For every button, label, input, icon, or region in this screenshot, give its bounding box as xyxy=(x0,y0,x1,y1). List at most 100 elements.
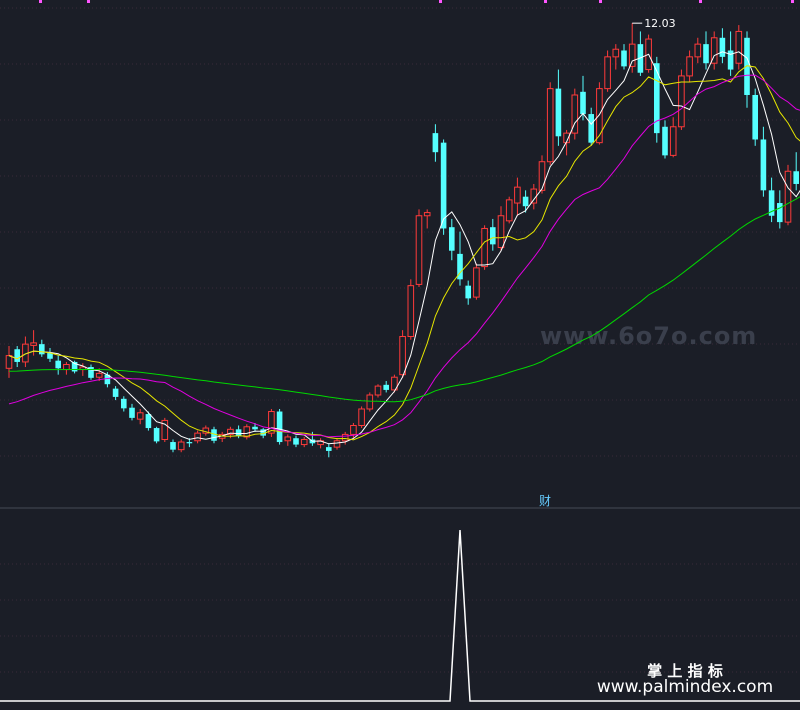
candle xyxy=(383,381,389,393)
candle xyxy=(300,436,308,448)
candle xyxy=(744,31,750,108)
candle-body xyxy=(260,429,266,436)
candle-body xyxy=(628,43,636,67)
candle xyxy=(358,406,365,429)
candle-body xyxy=(268,411,275,434)
candle xyxy=(252,422,258,432)
candle-body xyxy=(490,227,496,245)
candle xyxy=(514,177,521,216)
candle xyxy=(645,34,652,73)
candle xyxy=(55,355,61,375)
candle-body xyxy=(350,425,357,435)
candle xyxy=(588,107,594,146)
candle-body xyxy=(170,442,176,450)
candle xyxy=(686,50,693,83)
candle-body xyxy=(678,75,685,128)
top-marker xyxy=(39,0,42,3)
candle xyxy=(637,31,644,76)
candle-body xyxy=(194,432,201,442)
candle-body xyxy=(161,419,169,440)
candle xyxy=(136,408,144,425)
candle xyxy=(268,408,275,437)
candle xyxy=(669,117,677,158)
candle-body xyxy=(588,114,594,143)
candle xyxy=(538,155,546,194)
candle xyxy=(612,44,620,70)
candle-body xyxy=(432,133,439,153)
candle-body xyxy=(284,436,292,442)
candle xyxy=(727,31,734,76)
candle xyxy=(399,330,406,378)
top-marker xyxy=(791,0,794,3)
candle xyxy=(481,225,488,270)
candle xyxy=(546,82,554,165)
candle xyxy=(719,28,726,64)
candle xyxy=(153,426,160,444)
candle-body xyxy=(276,411,283,443)
candle-body xyxy=(399,336,406,376)
candle xyxy=(654,56,660,143)
candle-body xyxy=(293,438,299,445)
ma60-line xyxy=(8,196,800,403)
candle-body xyxy=(145,414,152,429)
candle xyxy=(555,69,562,146)
candle-body xyxy=(104,374,111,385)
candle xyxy=(194,430,201,444)
candle xyxy=(317,438,324,449)
candle-body xyxy=(211,429,217,441)
candle xyxy=(604,50,611,92)
candle-body xyxy=(505,199,513,222)
candle-body xyxy=(136,412,144,420)
candle-body xyxy=(30,342,37,346)
candle-body xyxy=(186,442,193,444)
candle xyxy=(112,386,119,401)
candle xyxy=(293,435,299,448)
candle-body xyxy=(637,44,644,73)
candle xyxy=(784,164,792,226)
candle-body xyxy=(473,267,480,298)
candle xyxy=(284,434,292,446)
candle-body xyxy=(481,227,488,268)
candle-body xyxy=(341,433,349,442)
candle xyxy=(703,31,709,70)
candle-body xyxy=(95,372,103,378)
candle-body xyxy=(694,43,702,58)
candle-body xyxy=(555,88,562,137)
top-marker xyxy=(699,0,702,3)
candle-body xyxy=(497,215,505,249)
top-marker xyxy=(87,0,90,3)
candle-body xyxy=(457,253,463,280)
candle xyxy=(449,218,455,261)
candle-body xyxy=(55,360,61,369)
candle-body xyxy=(326,447,332,451)
candle-body xyxy=(760,139,767,191)
candle xyxy=(752,88,758,146)
candle xyxy=(628,23,636,73)
candle xyxy=(621,44,627,70)
candle xyxy=(374,384,382,398)
candle-body xyxy=(752,94,758,140)
candle xyxy=(415,209,423,287)
price-panel: www.6o7o.com 12.03 xyxy=(0,0,800,458)
candle xyxy=(596,82,603,145)
candle-body xyxy=(784,170,792,223)
candle xyxy=(129,403,135,421)
candle-body xyxy=(735,30,743,64)
candle-body xyxy=(407,285,415,338)
ma20-line xyxy=(8,74,800,438)
candle xyxy=(71,360,78,374)
candle xyxy=(22,336,29,368)
candle xyxy=(407,279,415,340)
candle xyxy=(490,218,496,251)
candle-body xyxy=(383,384,389,390)
candle-body xyxy=(39,344,45,355)
candle-body xyxy=(415,215,423,285)
candle xyxy=(571,88,579,140)
candle xyxy=(662,120,668,159)
candle-body xyxy=(121,398,127,409)
top-marker xyxy=(439,0,442,3)
candle xyxy=(350,422,357,439)
candle xyxy=(47,347,53,362)
candle xyxy=(243,424,251,440)
